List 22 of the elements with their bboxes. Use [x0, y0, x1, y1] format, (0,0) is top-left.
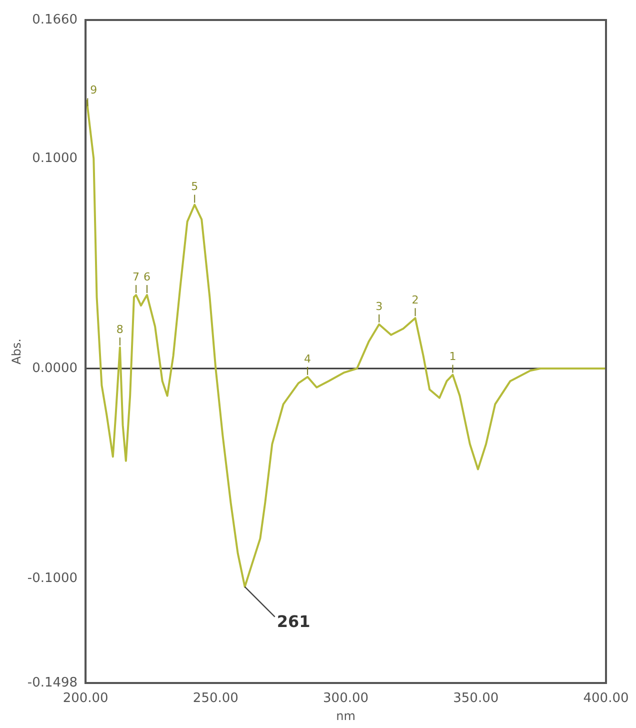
x-tick-label: 350.00	[453, 691, 499, 706]
annotation: 2	[412, 293, 419, 306]
x-axis-title: nm	[336, 708, 356, 723]
annotation: 261	[276, 612, 310, 631]
annotation: 9	[90, 84, 98, 97]
annotation: 4	[304, 352, 312, 366]
annotation: 6	[143, 270, 150, 284]
annotation: 5	[191, 180, 198, 194]
y-tick-label: -0.1498	[27, 675, 78, 690]
annotation: 7	[132, 270, 140, 284]
annotation: 8	[116, 322, 124, 336]
y-tick-label: 0.0000	[32, 360, 78, 376]
annotation: 3	[376, 300, 383, 313]
x-tick-label: 300.00	[323, 691, 369, 706]
y-tick-label: 0.1660	[32, 12, 78, 28]
y-tick-label: -0.1000	[27, 570, 78, 586]
x-tick-label: 200.00	[62, 691, 108, 706]
annotation: 1	[449, 350, 456, 364]
y-tick-label: 0.1000	[32, 150, 78, 166]
x-tick-label: 250.00	[192, 691, 238, 706]
y-axis-title: Abs.	[9, 338, 24, 364]
x-tick-label: 400.00	[583, 691, 629, 706]
